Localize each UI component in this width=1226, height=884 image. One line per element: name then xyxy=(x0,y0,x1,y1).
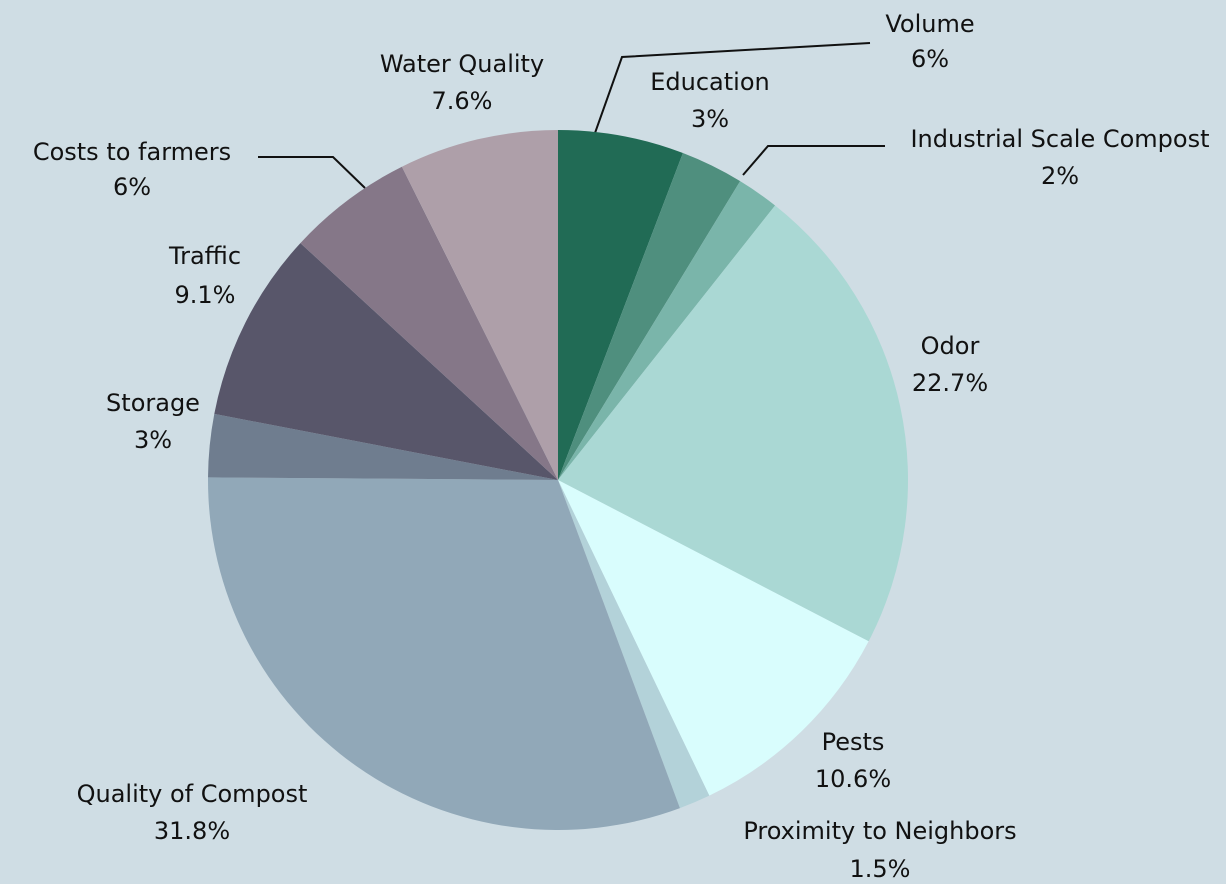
slice-label: Industrial Scale Compost xyxy=(910,125,1209,153)
pie-slice xyxy=(207,477,680,830)
pie-slice xyxy=(300,166,558,480)
pie-slice xyxy=(401,130,558,480)
pie-slice xyxy=(208,413,558,480)
slice-value-label: 10.6% xyxy=(815,765,891,793)
slice-label: Volume xyxy=(885,10,974,38)
slice-label: Water Quality xyxy=(380,50,544,78)
slice-value-label: 1.5% xyxy=(850,855,911,883)
leader-line xyxy=(258,156,366,189)
leader-line xyxy=(742,145,885,176)
slice-value-label: 22.7% xyxy=(912,369,988,397)
slice-value-label: 6% xyxy=(113,173,151,201)
pie-slice xyxy=(558,205,908,642)
slice-value-label: 2% xyxy=(1041,162,1079,190)
slice-value-label: 3% xyxy=(134,426,172,454)
pie-slice xyxy=(558,480,869,796)
slice-value-label: 9.1% xyxy=(175,281,236,309)
slice-label: Traffic xyxy=(168,242,241,270)
slice-value-label: 31.8% xyxy=(154,817,230,845)
slice-label: Costs to farmers xyxy=(33,138,231,166)
pie-slice xyxy=(558,181,776,480)
slice-value-label: 3% xyxy=(691,105,729,133)
pie-slice xyxy=(558,153,741,480)
slice-label: Quality of Compost xyxy=(77,780,308,808)
slice-label: Storage xyxy=(106,389,200,417)
pie-slice xyxy=(558,130,683,480)
slice-label: Education xyxy=(650,68,769,96)
pie-slice xyxy=(214,243,559,480)
slice-label: Odor xyxy=(921,332,980,360)
slice-value-label: 7.6% xyxy=(432,87,493,115)
slice-label: Proximity to Neighbors xyxy=(743,817,1016,845)
pie-slice xyxy=(558,480,710,809)
slice-value-label: 6% xyxy=(911,45,949,73)
leader-line xyxy=(594,42,871,134)
slice-label: Pests xyxy=(822,728,885,756)
